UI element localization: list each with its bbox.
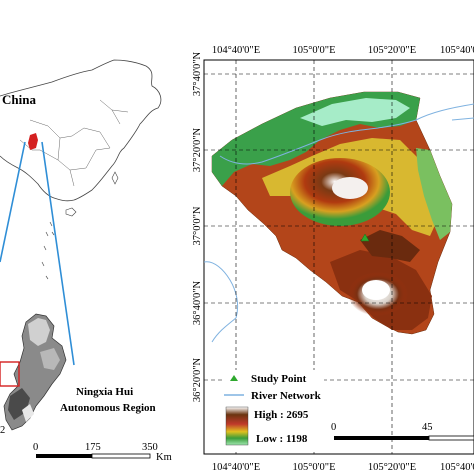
ningxia-light-mid: [40, 348, 60, 370]
river-west: [204, 261, 239, 319]
lat-label: 36°40'0"N: [192, 280, 203, 325]
right-scale-bar: 0 45: [331, 422, 474, 441]
china-map: China: [0, 59, 162, 280]
top-lon-label: 105°0'0"E: [292, 45, 335, 56]
river-north: [219, 103, 474, 165]
right-scale-bar-black: [334, 436, 429, 440]
left-edge-digit: 2: [0, 425, 5, 436]
right-scale-tick-0: 0: [331, 422, 336, 433]
left-scale-unit: Km: [156, 452, 172, 463]
legend-study-point-icon: [230, 375, 238, 381]
mountain-south-peak: [362, 280, 390, 300]
left-scale-tick-175: 175: [85, 442, 101, 453]
top-longitude-labels: 104°40'0"E 105°0'0"E 105°20'0"E 105°40'0…: [212, 45, 474, 56]
river-south: [211, 317, 237, 343]
latitude-labels: 37°40'0"N 37°20'0"N 37°0'0"N 36°40'0"N 3…: [192, 51, 203, 402]
eastern-green: [416, 148, 452, 240]
top-lon-label: 104°40'0"E: [212, 45, 260, 56]
bottom-lon-label: 104°40'0"E: [212, 462, 260, 473]
left-scale-tick-350: 350: [142, 442, 158, 453]
river-east: [451, 117, 474, 121]
top-lon-label: 105°20'0"E: [368, 45, 416, 56]
left-scale-bar: 0 175 350 Km: [33, 442, 172, 463]
bottom-lon-label: 105°20'0"E: [368, 462, 416, 473]
bottom-lon-label: 105°0'0"E: [292, 462, 335, 473]
legend-elevation-ramp: [225, 406, 249, 446]
lat-label: 36°20'0"N: [192, 357, 203, 402]
left-scale-tick-0: 0: [33, 442, 38, 453]
study-area-box: [0, 361, 20, 387]
hainan-island: [65, 207, 77, 217]
mid-ridge: [360, 230, 420, 262]
legend-study-point-label: Study Point: [251, 373, 307, 385]
ningxia-label-line1: Ningxia Hui: [76, 386, 133, 398]
left-scale-bar-black: [36, 454, 92, 458]
dem-map: 104°40'0"E 105°0'0"E 105°20'0"E 105°40'0…: [192, 45, 474, 473]
left-scale-bar-white: [91, 453, 151, 459]
connector-line-left: [0, 141, 26, 263]
river-network: [204, 103, 474, 343]
legend-river-label: River Network: [251, 390, 322, 402]
ningxia-map: Ningxia Hui Autonomous Region 2: [0, 313, 156, 436]
legend-high-label: High : 2695: [254, 409, 309, 421]
china-label: China: [2, 92, 36, 107]
ningxia-label-line2: Autonomous Region: [60, 402, 156, 414]
ningxia-light-south: [22, 404, 34, 422]
lat-label: 37°0'0"N: [192, 206, 203, 245]
mountain-north-peak: [332, 177, 368, 199]
china-outline: [0, 59, 162, 202]
right-scale-tick-45: 45: [422, 422, 433, 433]
study-point-marker: [360, 233, 370, 242]
legend-low-label: Low : 1198: [256, 433, 308, 445]
lowland-cyan: [300, 98, 410, 126]
taiwan-island: [111, 171, 119, 185]
legend: Study Point River Network High : 2695 Lo…: [224, 370, 324, 450]
top-lon-label: 105°40'0"E: [440, 45, 474, 56]
right-scale-bar-white: [428, 435, 474, 441]
south-china-sea-islands: [41, 221, 55, 280]
lat-label: 37°40'0"N: [192, 51, 203, 96]
bottom-longitude-labels: 104°40'0"E 105°0'0"E 105°20'0"E 105°40'0…: [212, 462, 474, 473]
connector-line-right: [41, 141, 75, 366]
bottom-lon-label: 105°40'0"E: [440, 462, 474, 473]
inset-connector-lines: [0, 141, 75, 366]
province-borders: [19, 99, 129, 187]
lat-label: 37°20'0"N: [192, 127, 203, 172]
ningxia-marker: [28, 133, 38, 150]
ningxia-light-north: [28, 318, 50, 346]
